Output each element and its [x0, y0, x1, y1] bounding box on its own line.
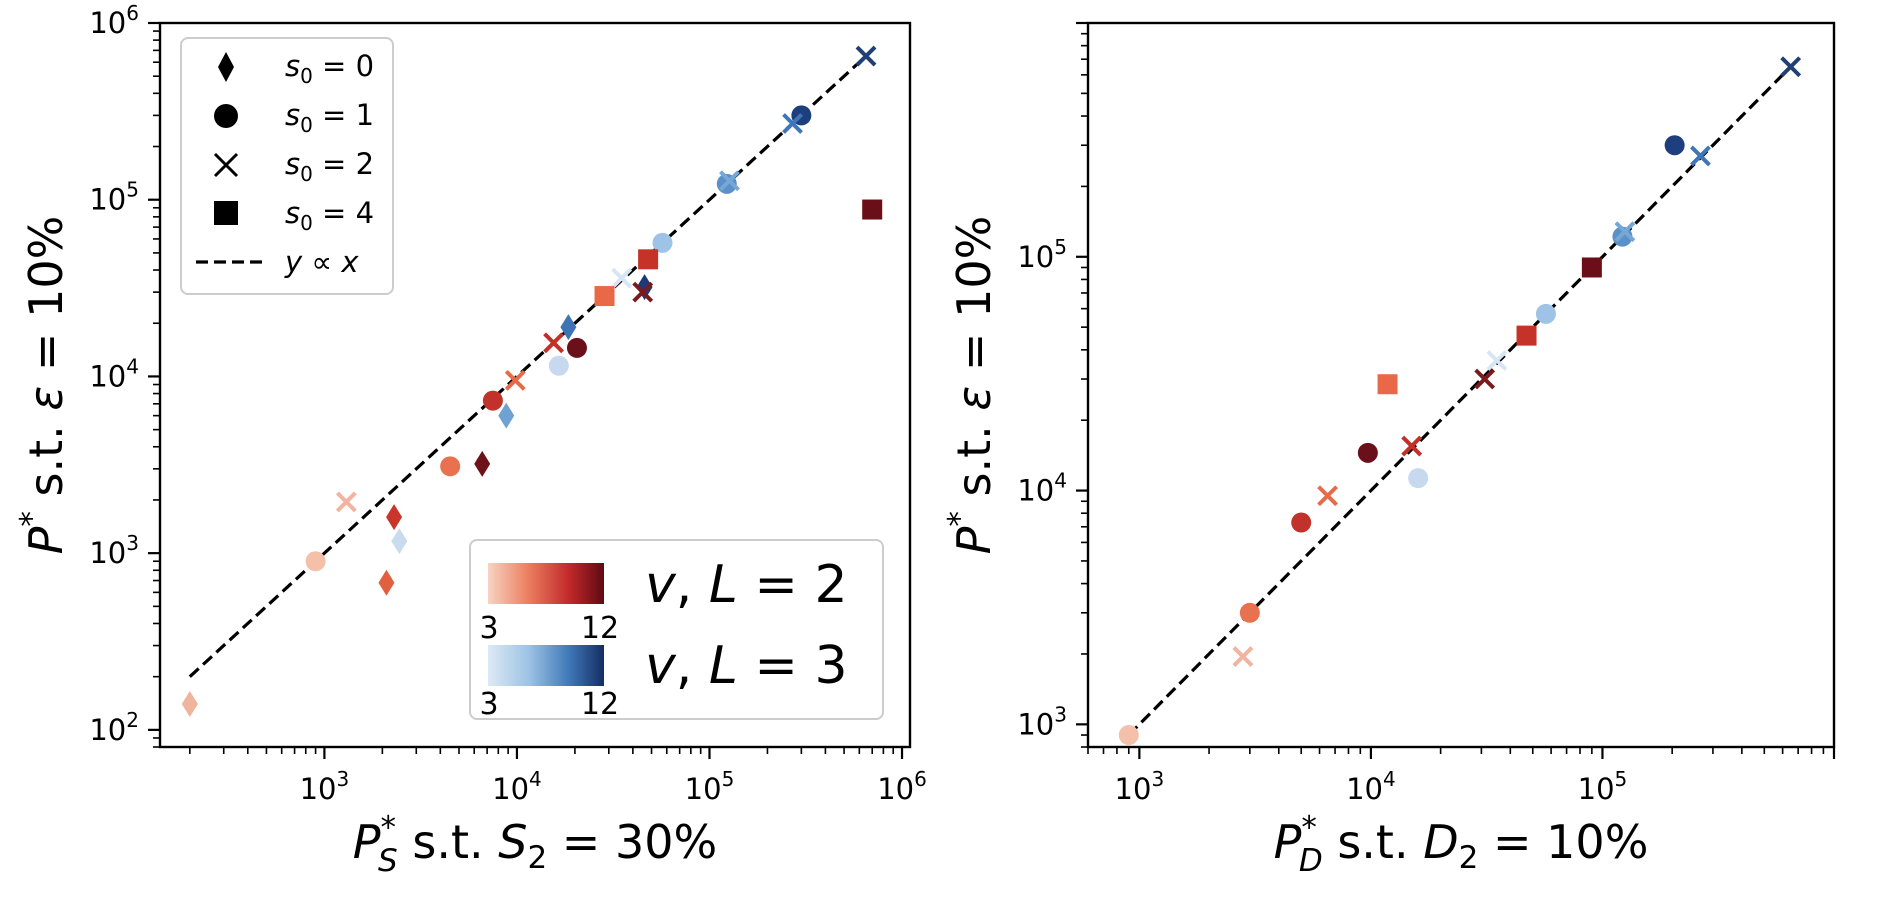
right-y-tick-label: 103 [1017, 702, 1067, 741]
left-data-points [181, 45, 883, 718]
right-point-square [1377, 374, 1398, 395]
left-point-cross [335, 491, 357, 513]
left-point-diamond [378, 569, 395, 596]
left-x-tick-label: 105 [685, 767, 735, 806]
legend-entry-s0-0: s0 = 0 [218, 49, 374, 88]
left-reference-line [188, 54, 868, 678]
left-point-circle [566, 337, 587, 358]
left-x-axis-label: P* S s.t. S2 = 30% [353, 810, 717, 879]
left-point-diamond [181, 691, 198, 718]
left-point-diamond [474, 450, 491, 477]
left-x-tick-label: 103 [300, 767, 350, 806]
right-point-cross [1401, 435, 1423, 457]
legend-entry-s0-4: s0 = 4 [214, 196, 374, 235]
left-point-diamond [498, 402, 515, 429]
left-point-square [638, 249, 659, 270]
left-point-circle [482, 390, 503, 411]
right-plot-frame [1086, 21, 1836, 749]
right-y-axis-label: P* s.t. ε = 10% [942, 216, 1001, 555]
left-point-cross [504, 369, 526, 391]
right-data-points [1118, 56, 1802, 746]
colorbar-blues [488, 645, 604, 686]
colorbar-reds-max-label: 12 [581, 611, 619, 646]
legend-x-icon [213, 152, 239, 178]
left-x-tick-label: 106 [877, 767, 927, 806]
left-point-square [594, 286, 615, 307]
legend-label-s0-4: s0 = 4 [285, 196, 374, 235]
left-point-diamond [560, 314, 577, 341]
right-x-tick-label: 104 [1346, 767, 1396, 806]
legend-entry-reference: y ∝ x [196, 245, 359, 279]
left-y-tick-label: 106 [89, 1, 139, 40]
legend-entry-s0-2: s0 = 2 [213, 147, 374, 186]
left-point-cross [632, 281, 654, 303]
right-y-tick-label: 104 [1017, 469, 1067, 508]
right-x-tick-label: 103 [1115, 767, 1165, 806]
right-x-tick-label: 105 [1578, 767, 1628, 806]
left-point-square [862, 199, 883, 220]
colorbar-reds-min-label: 3 [479, 611, 498, 646]
legend-label-s0-1: s0 = 1 [285, 98, 374, 137]
left-y-tick-label: 103 [89, 531, 139, 570]
left-plot-frame [158, 21, 912, 749]
left-point-circle [548, 355, 569, 376]
right-point-cross [1474, 368, 1496, 390]
legend-label-s0-2: s0 = 2 [285, 147, 374, 186]
legend-entry-s0-1: s0 = 1 [214, 98, 374, 137]
right-point-square [1516, 325, 1537, 346]
left-point-circle [652, 232, 673, 253]
left-y-tick-label: 102 [89, 708, 139, 747]
left-point-circle [440, 456, 461, 477]
right-point-cross [1317, 485, 1339, 507]
colorbar-blues-min-label: 3 [479, 687, 498, 722]
legend-circle-icon [214, 104, 238, 128]
legend-square-icon [214, 201, 238, 225]
right-point-circle [1408, 468, 1429, 489]
right-point-cross [1232, 646, 1254, 667]
legend-label-s0-0: s0 = 0 [285, 49, 374, 88]
left-point-cross [611, 267, 633, 289]
legend: s0 = 0 s0 = 1 s0 = 2 s0 = 4 y ∝ x [180, 37, 394, 295]
right-point-circle [1664, 135, 1685, 156]
right-axis-ticks: 103 104 105 103 104 105 [1017, 21, 1836, 806]
left-y-tick-label: 104 [89, 354, 139, 393]
right-panel: 103 104 105 103 104 105 P* D s.t. D2 = 10% P* … [942, 21, 1836, 879]
right-y-tick-label: 105 [1017, 235, 1067, 274]
right-point-circle [1118, 725, 1139, 746]
legend-diamond-icon [218, 52, 234, 82]
left-point-cross [782, 113, 803, 134]
colorbar-reds-label: v, L = 2 [645, 555, 848, 615]
right-point-circle [1291, 512, 1312, 533]
right-point-square [1581, 257, 1602, 278]
right-point-cross [1780, 56, 1802, 78]
right-point-cross [1690, 145, 1711, 167]
right-x-axis-label: P* D s.t. D2 = 10% [1274, 810, 1649, 879]
right-point-circle [1357, 442, 1378, 463]
right-point-circle [1239, 602, 1260, 623]
right-point-circle [1535, 303, 1556, 324]
left-x-tick-label: 104 [492, 767, 542, 806]
left-point-cross [719, 170, 740, 192]
left-point-cross [855, 45, 877, 67]
left-point-cross [543, 332, 565, 354]
colorbar-blues-label: v, L = 3 [645, 636, 848, 696]
colorbar-legend: 3 12 v, L = 2 3 12 v, L = 3 [469, 539, 884, 722]
left-panel: 103 104 105 106 102 103 104 105 106 s0 = 0 s0 = … [14, 1, 927, 879]
left-axis-ticks: 103 104 105 106 102 103 104 105 106 [89, 1, 926, 806]
right-point-cross [1614, 221, 1636, 243]
left-y-tick-label: 105 [89, 178, 139, 217]
left-point-circle [305, 551, 326, 572]
left-y-axis-label: P* s.t. ε = 10% [14, 216, 73, 555]
left-point-diamond [386, 504, 403, 531]
colorbar-reds [488, 563, 604, 604]
right-point-cross [1486, 350, 1508, 371]
right-reference-line [1127, 65, 1792, 737]
legend-label-reference: y ∝ x [284, 245, 359, 279]
colorbar-blues-max-label: 12 [581, 687, 619, 722]
left-point-diamond [391, 528, 408, 555]
